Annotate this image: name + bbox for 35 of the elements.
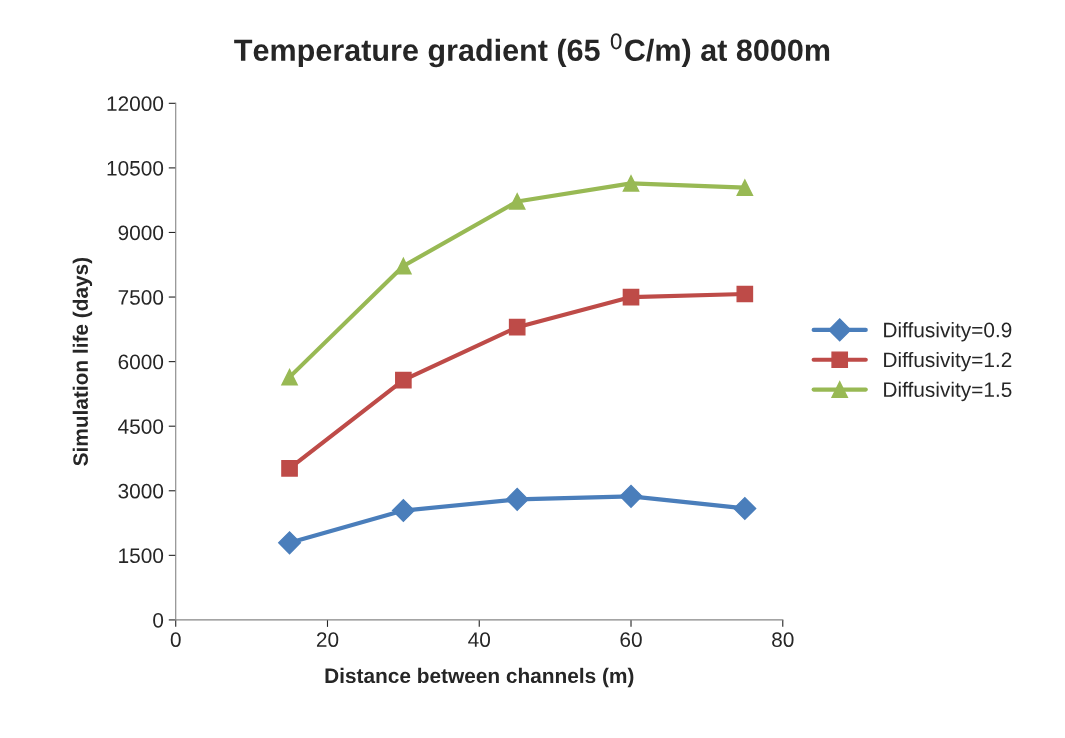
point: [508, 318, 526, 336]
point: [619, 484, 643, 508]
point: [391, 499, 415, 523]
y-tick-label: 0: [153, 612, 164, 628]
chart-title: Temperature gradient (65 $^{0}$C/m) at 8000m: [234, 33, 830, 68]
y-tick-label: 1500: [119, 548, 164, 564]
point: [281, 460, 298, 477]
x-tick-label: 0: [170, 632, 181, 648]
legend-label: Diffusivity=1.5: [884, 381, 1012, 402]
y-tick-label: 6000: [118, 354, 164, 370]
y-tick-label: 10500: [107, 160, 164, 176]
point: [395, 257, 412, 275]
legend-label: Diffusivity=1.2: [884, 351, 1012, 372]
point: [733, 496, 757, 520]
x-tick-label: 40: [468, 632, 491, 648]
point: [395, 371, 412, 389]
x-tick-label: 20: [316, 632, 339, 648]
y-tick-label: 7500: [118, 290, 164, 305]
point: [622, 288, 640, 306]
x-tick-label: 60: [620, 632, 642, 648]
y-tick-label: 12000: [107, 96, 164, 112]
point: [278, 531, 302, 555]
point: [736, 285, 754, 303]
point: [281, 368, 298, 386]
y-tick-label: 3000: [118, 483, 164, 499]
point: [622, 175, 640, 192]
point: [508, 193, 526, 210]
y-tick-label: 4500: [118, 419, 164, 434]
y-axis-title: Simulation life (days): [72, 257, 93, 466]
x-axis-title: Distance between channels (m): [325, 667, 634, 688]
x-tick-label: 80: [772, 632, 794, 648]
legend-label: Diffusivity=0.9: [884, 322, 1012, 342]
y-tick-label: 9000: [118, 225, 164, 241]
point: [736, 179, 754, 197]
point: [505, 487, 529, 511]
